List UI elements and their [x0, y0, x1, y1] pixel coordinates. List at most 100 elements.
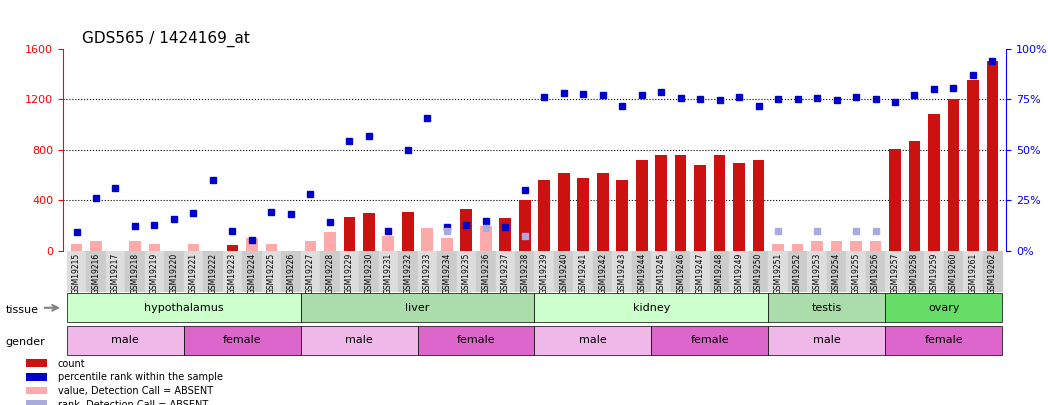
Bar: [67, 251, 86, 292]
Bar: [281, 251, 301, 292]
Text: testis: testis: [811, 303, 842, 313]
Bar: [242, 251, 262, 292]
Bar: [729, 251, 749, 292]
Bar: [90, 241, 102, 251]
Text: GSM19246: GSM19246: [676, 253, 685, 294]
Text: hypothalamus: hypothalamus: [144, 303, 223, 313]
Bar: [70, 243, 83, 251]
Text: GDS565 / 1424169_at: GDS565 / 1424169_at: [82, 31, 249, 47]
Bar: [519, 200, 530, 251]
Text: GSM19262: GSM19262: [988, 253, 997, 294]
Text: GSM19258: GSM19258: [910, 253, 919, 294]
Text: GSM19217: GSM19217: [111, 253, 121, 294]
Text: count: count: [58, 359, 85, 369]
Bar: [924, 251, 943, 292]
Bar: [791, 243, 804, 251]
Text: percentile rank within the sample: percentile rank within the sample: [58, 372, 222, 382]
Text: GSM19226: GSM19226: [286, 253, 296, 294]
Bar: [632, 251, 652, 292]
Bar: [203, 251, 222, 292]
Bar: [788, 251, 807, 292]
Text: GSM19238: GSM19238: [520, 253, 529, 294]
Text: GSM19251: GSM19251: [773, 253, 783, 294]
Text: GSM19247: GSM19247: [696, 253, 704, 294]
Text: GSM19224: GSM19224: [247, 253, 257, 294]
FancyBboxPatch shape: [768, 293, 886, 322]
Text: GSM19236: GSM19236: [481, 253, 490, 294]
Text: tissue: tissue: [5, 305, 38, 315]
FancyBboxPatch shape: [183, 326, 301, 355]
Text: GSM19233: GSM19233: [422, 253, 432, 294]
Bar: [943, 251, 963, 292]
Bar: [807, 251, 827, 292]
Text: GSM19215: GSM19215: [72, 253, 81, 294]
Text: GSM19232: GSM19232: [403, 253, 412, 294]
Bar: [149, 243, 160, 251]
Text: GSM19244: GSM19244: [637, 253, 647, 294]
Text: kidney: kidney: [633, 303, 670, 313]
Text: GSM19228: GSM19228: [325, 253, 334, 294]
Bar: [378, 251, 398, 292]
Bar: [904, 251, 924, 292]
Text: GSM19257: GSM19257: [891, 253, 899, 294]
Bar: [320, 251, 340, 292]
Bar: [886, 251, 904, 292]
Bar: [593, 251, 612, 292]
Bar: [26, 373, 47, 381]
Text: female: female: [457, 335, 496, 345]
Text: GSM19227: GSM19227: [306, 253, 314, 294]
Bar: [714, 155, 725, 251]
Bar: [986, 61, 999, 251]
Bar: [847, 251, 866, 292]
FancyBboxPatch shape: [417, 326, 534, 355]
Text: gender: gender: [5, 337, 45, 347]
Bar: [188, 243, 199, 251]
Bar: [909, 141, 920, 251]
Bar: [417, 251, 437, 292]
Text: male: male: [813, 335, 840, 345]
Text: GSM19240: GSM19240: [560, 253, 568, 294]
Text: female: female: [924, 335, 963, 345]
Text: GSM19221: GSM19221: [189, 253, 198, 294]
Text: liver: liver: [406, 303, 430, 313]
FancyBboxPatch shape: [301, 326, 417, 355]
Text: GSM19254: GSM19254: [832, 253, 842, 294]
Text: GSM19234: GSM19234: [442, 253, 452, 294]
Bar: [694, 165, 706, 251]
Bar: [301, 251, 320, 292]
Bar: [265, 243, 278, 251]
Bar: [226, 245, 238, 251]
Bar: [222, 251, 242, 292]
Bar: [515, 251, 534, 292]
FancyBboxPatch shape: [67, 326, 183, 355]
Text: GSM19252: GSM19252: [793, 253, 802, 294]
Text: GSM19220: GSM19220: [170, 253, 178, 294]
Text: GSM19225: GSM19225: [267, 253, 276, 294]
Bar: [26, 386, 47, 394]
Bar: [827, 251, 847, 292]
Bar: [691, 251, 709, 292]
Text: female: female: [223, 335, 262, 345]
FancyBboxPatch shape: [534, 293, 768, 322]
Text: GSM19253: GSM19253: [812, 253, 822, 294]
Bar: [558, 173, 569, 251]
Bar: [441, 239, 453, 251]
Bar: [126, 251, 145, 292]
Bar: [340, 251, 359, 292]
Bar: [476, 251, 496, 292]
Text: GSM19260: GSM19260: [948, 253, 958, 294]
Bar: [26, 359, 47, 367]
Bar: [983, 251, 1002, 292]
Text: ovary: ovary: [927, 303, 960, 313]
Bar: [636, 160, 648, 251]
Bar: [106, 251, 126, 292]
Bar: [734, 162, 745, 251]
Bar: [26, 400, 47, 405]
Bar: [947, 99, 959, 251]
Bar: [539, 180, 550, 251]
Text: female: female: [691, 335, 729, 345]
Text: GSM19218: GSM19218: [131, 253, 139, 294]
Bar: [963, 251, 983, 292]
Bar: [437, 251, 457, 292]
Bar: [831, 241, 843, 251]
